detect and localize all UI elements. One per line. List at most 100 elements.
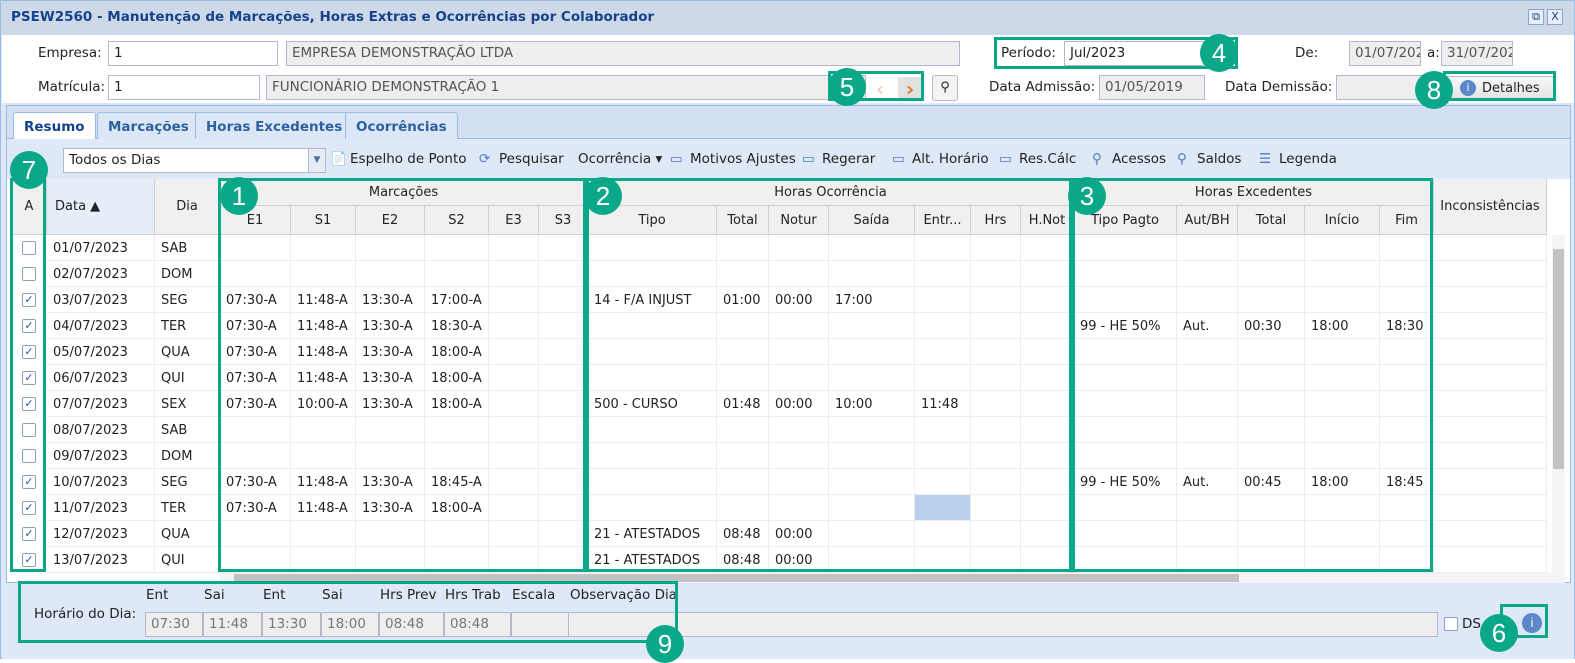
tab-resumo[interactable]: Resumo — [13, 112, 96, 141]
table-cell[interactable] — [915, 313, 971, 339]
table-cell[interactable] — [1305, 443, 1380, 469]
table-cell[interactable] — [1074, 443, 1177, 469]
column-header-10[interactable]: Total — [717, 206, 769, 235]
table-cell[interactable] — [829, 235, 915, 261]
table-cell[interactable]: 02/07/2023 — [47, 261, 155, 287]
table-cell[interactable]: 13:30-A — [356, 313, 425, 339]
table-cell[interactable] — [1177, 261, 1238, 287]
table-cell[interactable] — [1434, 443, 1547, 469]
table-cell[interactable] — [1238, 443, 1305, 469]
table-cell[interactable] — [1177, 365, 1238, 391]
search-icon[interactable]: ⚲ — [932, 75, 958, 101]
table-cell[interactable]: 00:00 — [769, 391, 829, 417]
column-header-17[interactable]: Aut/BH — [1177, 206, 1238, 235]
table-cell[interactable] — [1177, 339, 1238, 365]
table-cell[interactable] — [356, 261, 425, 287]
table-cell[interactable] — [769, 339, 829, 365]
table-cell[interactable] — [717, 339, 769, 365]
table-cell[interactable] — [1434, 287, 1547, 313]
table-cell[interactable] — [1177, 443, 1238, 469]
table-cell[interactable]: 17:00-A — [425, 287, 489, 313]
table-cell[interactable]: 11:48-A — [291, 313, 356, 339]
table-cell[interactable] — [588, 235, 717, 261]
table-cell[interactable]: Aut. — [1177, 469, 1238, 495]
horizontal-scrollbar[interactable] — [220, 573, 1565, 583]
table-cell[interactable]: 18:00-A — [425, 339, 489, 365]
table-cell[interactable] — [717, 365, 769, 391]
table-cell[interactable] — [1305, 365, 1380, 391]
table-cell[interactable] — [220, 417, 291, 443]
table-cell[interactable] — [1074, 417, 1177, 443]
table-cell[interactable] — [1305, 261, 1380, 287]
row-checkbox[interactable]: ✓ — [22, 475, 36, 489]
empresa-code-input[interactable]: 1 — [108, 41, 278, 66]
table-cell[interactable] — [1380, 443, 1434, 469]
table-cell[interactable] — [915, 547, 971, 573]
table-cell[interactable] — [1434, 235, 1547, 261]
table-cell[interactable]: 18:00 — [1305, 469, 1380, 495]
table-cell[interactable] — [829, 261, 915, 287]
table-cell[interactable] — [1434, 339, 1547, 365]
table-cell[interactable]: DOM — [155, 443, 220, 469]
table-cell[interactable]: 10:00 — [829, 391, 915, 417]
table-cell[interactable]: SAB — [155, 417, 220, 443]
restore-icon[interactable]: ⧉ — [1528, 9, 1544, 25]
table-cell[interactable]: 13:30-A — [356, 469, 425, 495]
table-cell[interactable]: 10/07/2023 — [47, 469, 155, 495]
table-cell[interactable] — [971, 391, 1021, 417]
table-cell[interactable] — [1305, 495, 1380, 521]
matricula-code-input[interactable]: 1 — [108, 75, 260, 100]
table-cell[interactable] — [1238, 417, 1305, 443]
table-cell[interactable]: 13/07/2023 — [47, 547, 155, 573]
table-cell[interactable] — [1380, 261, 1434, 287]
table-cell[interactable] — [588, 261, 717, 287]
column-header-18[interactable]: Total — [1238, 206, 1305, 235]
toolbar-button-4[interactable]: ▭ Regerar — [802, 151, 875, 167]
table-cell[interactable] — [971, 313, 1021, 339]
table-cell[interactable] — [971, 261, 1021, 287]
table-cell[interactable] — [588, 313, 717, 339]
table-cell[interactable]: 10:00-A — [291, 391, 356, 417]
table-cell[interactable] — [356, 443, 425, 469]
table-cell[interactable] — [425, 521, 489, 547]
table-cell[interactable] — [1305, 391, 1380, 417]
row-checkbox[interactable] — [22, 267, 36, 281]
table-cell[interactable] — [1177, 495, 1238, 521]
table-cell[interactable] — [769, 443, 829, 469]
table-cell[interactable] — [829, 443, 915, 469]
table-cell[interactable] — [1238, 261, 1305, 287]
table-cell[interactable]: 07:30-A — [220, 339, 291, 365]
table-cell[interactable]: 07:30-A — [220, 495, 291, 521]
table-cell[interactable] — [971, 365, 1021, 391]
table-cell[interactable] — [1305, 521, 1380, 547]
table-cell[interactable]: 00:45 — [1238, 469, 1305, 495]
table-cell[interactable] — [971, 339, 1021, 365]
table-cell[interactable]: SEG — [155, 287, 220, 313]
table-cell[interactable] — [489, 261, 539, 287]
row-checkbox[interactable] — [22, 241, 36, 255]
table-cell[interactable] — [769, 235, 829, 261]
table-cell[interactable] — [1380, 339, 1434, 365]
table-cell[interactable]: SEG — [155, 469, 220, 495]
toolbar-button-8[interactable]: ⚲ Saldos — [1177, 151, 1241, 167]
column-header-7[interactable]: E3 — [489, 206, 539, 235]
table-cell[interactable]: 18:00-A — [425, 495, 489, 521]
table-cell[interactable]: 14 - F/A INJUST — [588, 287, 717, 313]
table-cell[interactable] — [971, 235, 1021, 261]
table-cell[interactable]: 05/07/2023 — [47, 339, 155, 365]
table-cell[interactable]: 07/07/2023 — [47, 391, 155, 417]
table-cell[interactable] — [1305, 339, 1380, 365]
table-cell[interactable]: 07:30-A — [220, 287, 291, 313]
table-cell[interactable] — [1177, 521, 1238, 547]
info-icon[interactable]: i — [1522, 613, 1542, 633]
table-cell[interactable]: 13:30-A — [356, 339, 425, 365]
table-cell[interactable] — [1434, 261, 1547, 287]
table-cell[interactable]: 00:00 — [769, 287, 829, 313]
table-cell[interactable] — [489, 521, 539, 547]
table-cell[interactable] — [829, 417, 915, 443]
toolbar-button-9[interactable]: ☰ Legenda — [1259, 151, 1337, 167]
table-cell[interactable] — [915, 235, 971, 261]
previous-arrow-icon[interactable]: ‹ — [876, 77, 884, 101]
table-cell[interactable] — [971, 287, 1021, 313]
day-filter-select[interactable]: Todos os Dias ▼ — [63, 148, 326, 173]
